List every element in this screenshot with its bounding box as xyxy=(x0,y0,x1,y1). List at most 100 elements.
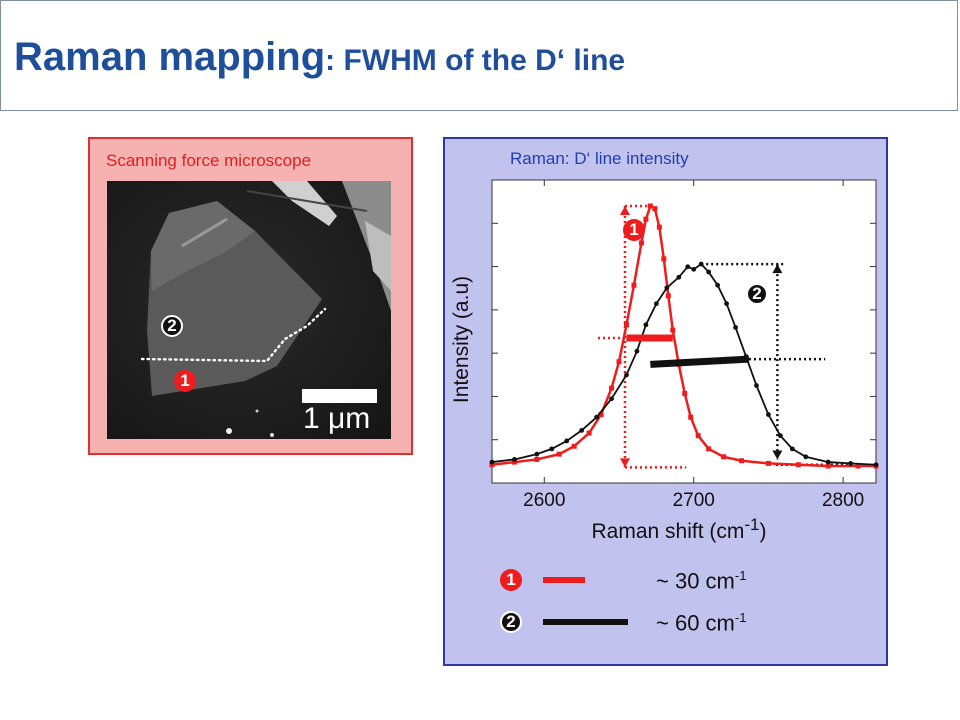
red-arrow-down xyxy=(619,458,630,468)
series-point-1 xyxy=(739,458,745,464)
series-point-2 xyxy=(754,383,759,388)
series-point-2 xyxy=(724,301,729,307)
legend-label-2-text: ~ 60 cm xyxy=(656,610,735,636)
axis-ticks: 2600 2700 2800 xyxy=(492,180,876,511)
slide-title-main: Raman mapping xyxy=(14,35,326,79)
series-point-1 xyxy=(688,414,694,420)
legend-label-2-sup: -1 xyxy=(734,610,747,625)
chart-series xyxy=(489,203,879,469)
series-point-2 xyxy=(685,264,691,270)
series-point-2 xyxy=(848,461,853,466)
series-point-1 xyxy=(556,451,562,457)
series-point-1 xyxy=(661,256,667,262)
series-point-2 xyxy=(549,446,555,452)
debris-top xyxy=(272,181,337,226)
series-point-2 xyxy=(609,396,614,402)
series-point-2 xyxy=(512,457,517,462)
scale-bar-label: 1 μm xyxy=(303,402,371,435)
series-point-1 xyxy=(623,322,629,328)
legend-marker-2: 2 xyxy=(500,611,522,633)
series-point-2 xyxy=(643,322,649,328)
series-point-2 xyxy=(873,462,879,468)
x-axis-label-end: ) xyxy=(760,520,767,543)
series-point-1 xyxy=(695,433,701,439)
series-point-2 xyxy=(594,414,599,420)
black-arrow-up xyxy=(772,264,783,274)
flake-fold xyxy=(181,217,228,248)
series-point-2 xyxy=(733,325,738,330)
black-arrow-down xyxy=(772,450,783,460)
particle xyxy=(255,409,259,413)
x-axis-label: Raman shift (cm-1) xyxy=(592,515,767,543)
series-point-2 xyxy=(803,454,809,460)
series-point-2 xyxy=(766,412,771,417)
x-axis-label-sup: -1 xyxy=(744,515,759,534)
series-point-2 xyxy=(715,282,721,288)
particle xyxy=(270,433,274,437)
series-point-2 xyxy=(624,372,629,378)
y-axis-label: Intensity (a.u) xyxy=(450,276,473,403)
legend-label-1-text: ~ 30 cm xyxy=(656,568,735,594)
x-tick-label: 2800 xyxy=(822,490,864,511)
scan-streak xyxy=(246,190,368,212)
black-fwhm-bar xyxy=(650,355,750,368)
series-point-1 xyxy=(489,462,495,468)
series-point-1 xyxy=(571,443,577,449)
legend-label-1: ~ 30 cm-1 xyxy=(656,568,746,594)
sfm-image xyxy=(107,181,391,439)
series-point-2 xyxy=(706,269,712,275)
series-point-1 xyxy=(665,293,671,299)
series-point-1 xyxy=(647,203,653,209)
series-point-1 xyxy=(855,463,861,469)
fwhm-bars xyxy=(626,334,750,368)
series-point-1 xyxy=(534,456,540,462)
slide-title: Raman mapping: FWHM of the D‘ line xyxy=(14,35,625,80)
region-boundary xyxy=(140,307,327,363)
series-point-2 xyxy=(825,459,831,465)
red-arrow-up xyxy=(619,206,630,215)
sfm-marker-2: 2 xyxy=(161,315,183,337)
sfm-panel: Scanning force microscope xyxy=(88,137,413,455)
series-line-2 xyxy=(491,262,877,466)
series-point-1 xyxy=(638,240,644,246)
debris-right-bright xyxy=(365,221,391,291)
x-axis-label-main: Raman shift (cm xyxy=(592,520,745,543)
legend-label-1-sup: -1 xyxy=(734,568,747,583)
plot-area xyxy=(491,179,877,484)
sfm-micrograph xyxy=(107,181,391,439)
series-point-2 xyxy=(489,459,495,465)
chart-marker-1: 1 xyxy=(623,219,645,241)
particle xyxy=(226,428,232,434)
series-point-2 xyxy=(777,433,783,439)
series-point-1 xyxy=(825,463,831,469)
series-point-2 xyxy=(653,301,659,307)
series-point-1 xyxy=(631,282,637,288)
sfm-marker-1: 1 xyxy=(174,370,196,392)
series-point-1 xyxy=(765,460,771,466)
chart-marker-2: 2 xyxy=(746,283,768,305)
series-point-1 xyxy=(616,359,622,365)
series-point-1 xyxy=(721,454,727,460)
series-point-2 xyxy=(676,274,682,280)
debris-right xyxy=(342,181,391,311)
series-point-1 xyxy=(643,216,649,222)
series-point-2 xyxy=(634,348,640,354)
series-point-1 xyxy=(706,446,712,452)
slide-title-sub: : FWHM of the D‘ line xyxy=(325,44,626,77)
x-tick-label: 2600 xyxy=(523,490,565,511)
scale-bar xyxy=(302,389,377,403)
series-point-1 xyxy=(511,459,517,465)
legend-label-2: ~ 60 cm-1 xyxy=(656,610,746,636)
series-point-2 xyxy=(579,428,585,433)
raman-title: Raman: D‘ line intensity xyxy=(510,149,689,168)
sfm-title: Scanning force microscope xyxy=(106,151,312,170)
series-point-1 xyxy=(656,224,662,230)
series-point-2 xyxy=(564,438,570,444)
series-point-1 xyxy=(795,462,801,468)
x-tick-label: 2700 xyxy=(673,490,715,511)
series-point-1 xyxy=(586,430,592,436)
series-point-1 xyxy=(609,385,615,391)
series-point-1 xyxy=(682,390,688,396)
series-point-1 xyxy=(652,206,658,212)
